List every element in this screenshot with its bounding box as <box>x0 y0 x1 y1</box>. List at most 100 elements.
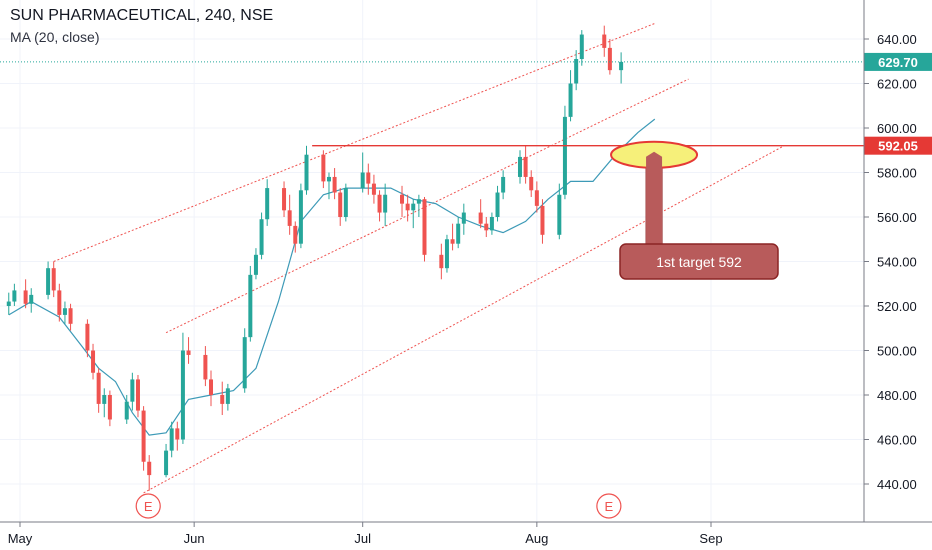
candle-body <box>23 290 28 304</box>
candle-body <box>220 395 225 404</box>
resistance-price-tag <box>864 136 932 155</box>
candle-body <box>225 388 230 404</box>
candle <box>517 150 522 184</box>
candle <box>484 217 489 238</box>
candle <box>85 319 90 358</box>
candle <box>444 234 449 273</box>
candle-body <box>6 301 11 306</box>
candle <box>574 50 579 91</box>
candle <box>523 145 528 184</box>
candle-body <box>96 372 101 404</box>
candle <box>332 168 337 200</box>
callout-box <box>619 243 779 280</box>
last-price-tag <box>864 52 932 71</box>
candle-body <box>568 83 573 117</box>
candle <box>338 188 343 226</box>
x-tick-label: Aug <box>525 531 548 546</box>
candle <box>180 332 185 444</box>
candle-body <box>478 212 483 224</box>
last-price-label: 629.70 <box>878 55 918 70</box>
candle <box>12 283 17 306</box>
x-tick-label: Jun <box>184 531 205 546</box>
candle-body <box>360 172 365 189</box>
candle-body <box>461 212 466 224</box>
candle-body <box>557 194 562 235</box>
candle-body <box>68 308 73 324</box>
candle-body <box>517 156 522 177</box>
candle-body <box>422 199 427 255</box>
candle <box>175 421 180 451</box>
candle <box>164 443 169 478</box>
candle <box>400 185 405 217</box>
candle-body <box>366 172 371 184</box>
candle <box>489 212 494 235</box>
candle-body <box>51 268 56 291</box>
candlestick-series <box>6 25 624 491</box>
earnings-marker-label: E <box>605 499 614 514</box>
y-tick-label: 540.00 <box>877 255 917 270</box>
earnings-marker <box>135 493 161 519</box>
candle <box>568 70 573 122</box>
candle <box>411 199 416 229</box>
candle <box>501 170 506 200</box>
y-tick-label: 500.00 <box>877 344 917 359</box>
candle-body <box>12 290 17 302</box>
candle <box>619 52 624 84</box>
candle <box>51 261 56 298</box>
candle-body <box>169 428 174 451</box>
candle <box>242 328 247 393</box>
candle <box>366 163 371 195</box>
candle <box>102 388 107 418</box>
candle-body <box>400 194 405 204</box>
candle <box>562 105 567 200</box>
candle-body <box>259 219 264 255</box>
candle <box>147 455 152 491</box>
candle-body <box>102 395 107 404</box>
candle <box>456 217 461 249</box>
channel-line <box>143 145 785 494</box>
candle-body <box>293 225 298 244</box>
candle <box>495 185 500 222</box>
candle <box>220 381 225 416</box>
candle-body <box>484 223 489 231</box>
candle <box>29 288 34 313</box>
candle-body <box>203 354 208 380</box>
candle-body <box>304 154 309 191</box>
candle <box>141 406 146 471</box>
candle <box>602 25 607 57</box>
candle-body <box>298 190 303 244</box>
y-tick-label: 440.00 <box>877 477 917 492</box>
y-tick-label: 460.00 <box>877 433 917 448</box>
candle-body <box>282 188 287 211</box>
candle <box>321 150 326 189</box>
candle-body <box>164 450 169 476</box>
candle <box>326 172 331 200</box>
ma-line <box>8 118 656 436</box>
candle-body <box>456 223 461 244</box>
candle <box>304 145 309 195</box>
candle <box>130 372 135 411</box>
candle <box>287 194 292 235</box>
candle <box>422 196 427 262</box>
candle <box>62 301 67 324</box>
x-tick-label: Sep <box>699 531 722 546</box>
candle <box>23 279 28 309</box>
candle-body <box>562 116 567 195</box>
x-tick-label: Jul <box>354 531 371 546</box>
candle <box>534 181 539 213</box>
candle-body <box>85 323 90 351</box>
trend-channel <box>53 22 785 494</box>
candle-body <box>46 268 51 295</box>
candle-body <box>130 379 135 402</box>
candle-body <box>405 203 410 211</box>
candle <box>169 421 174 458</box>
candle <box>405 194 410 222</box>
candle-body <box>248 274 253 338</box>
candle <box>439 243 444 280</box>
candle <box>298 183 303 249</box>
resistance-price-label: 592.05 <box>878 139 918 154</box>
candle <box>529 170 534 197</box>
candle <box>186 337 191 364</box>
channel-line <box>165 78 689 334</box>
